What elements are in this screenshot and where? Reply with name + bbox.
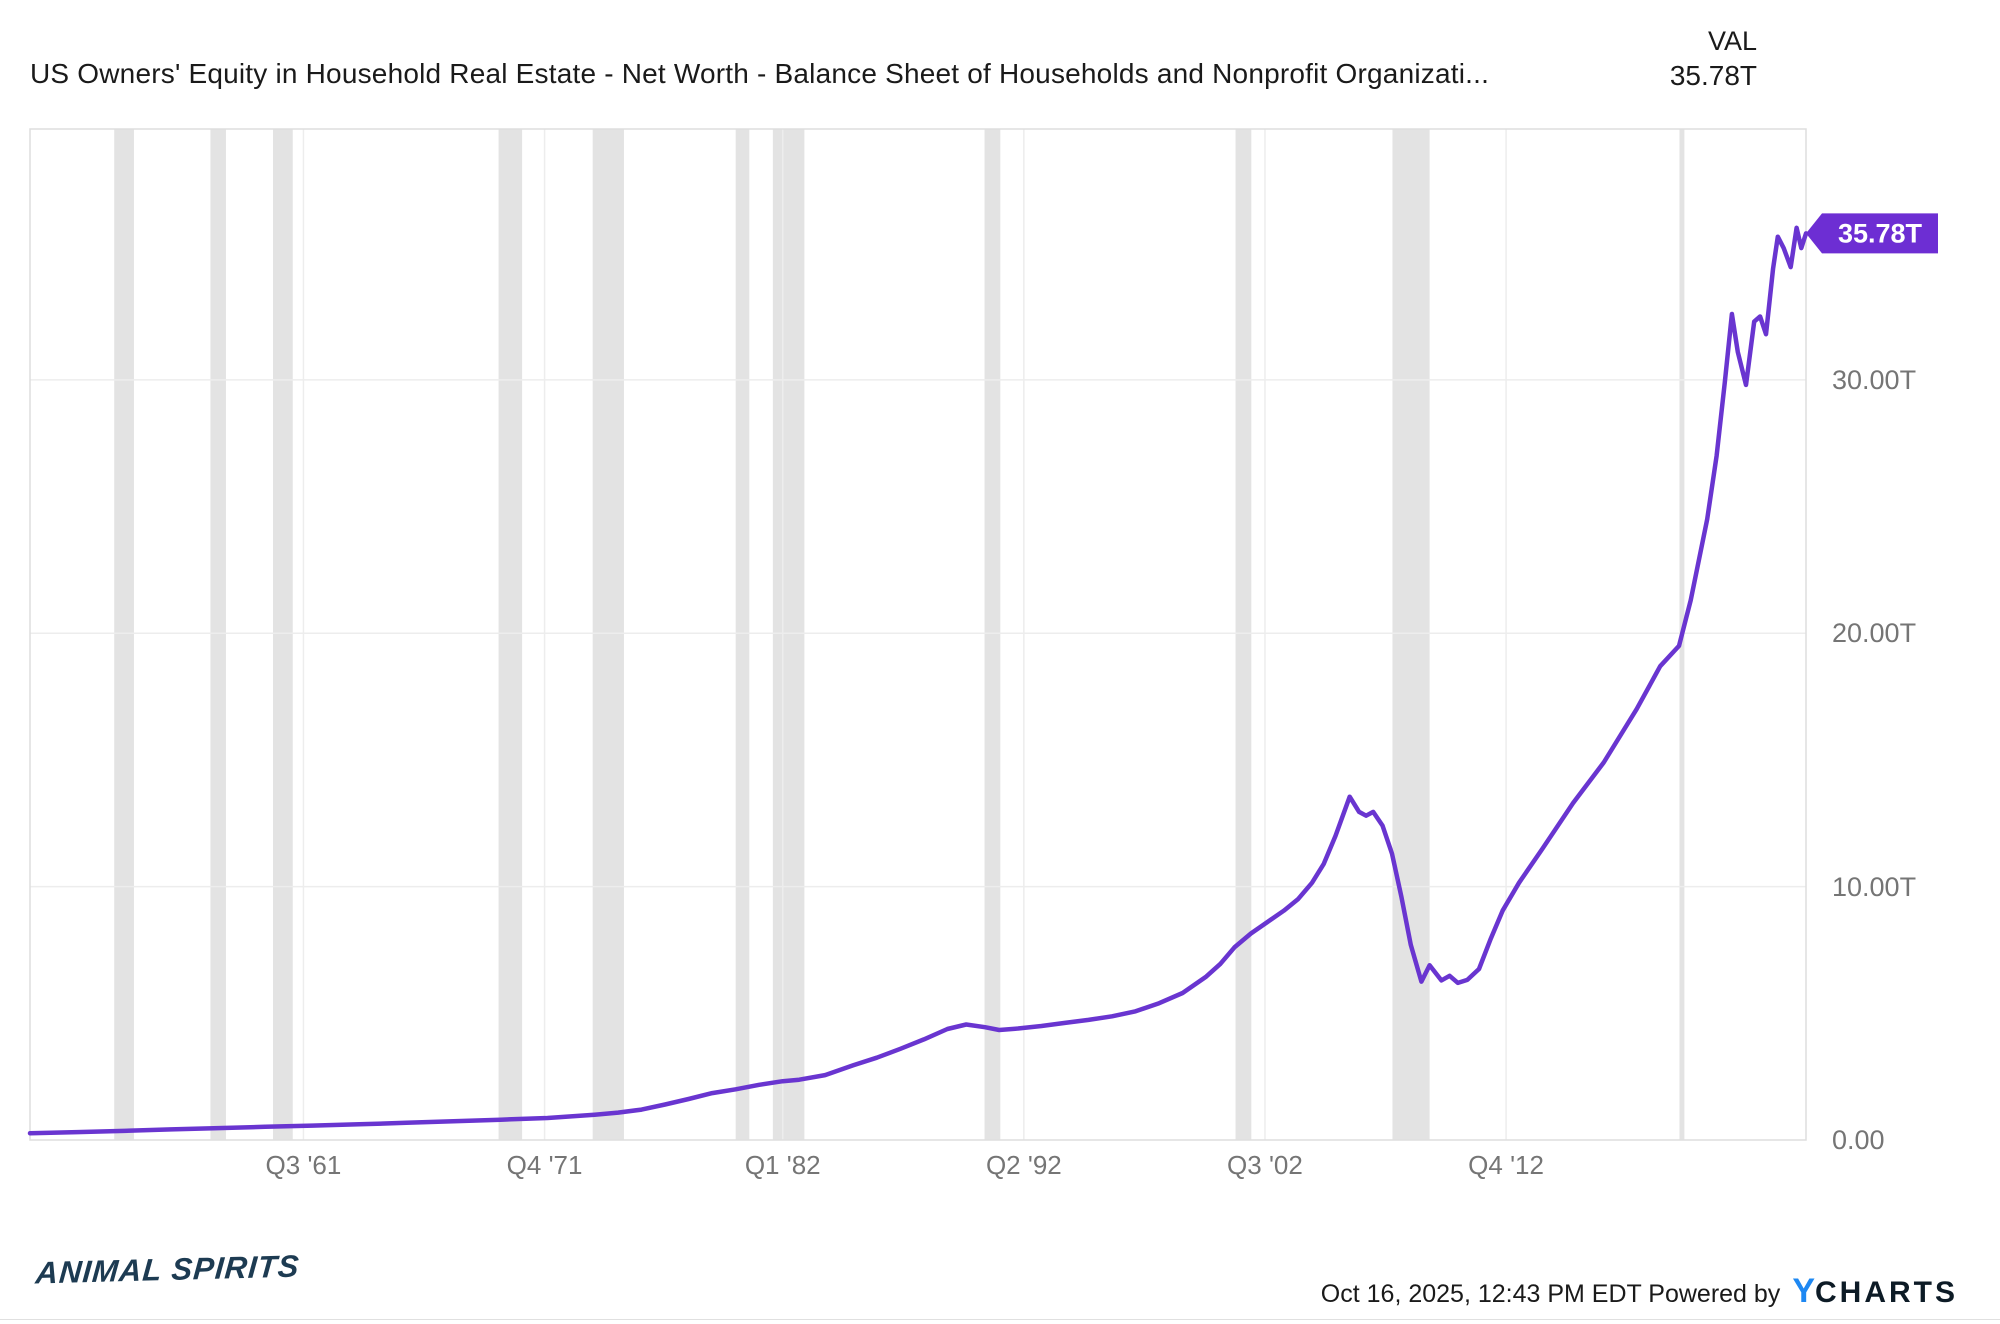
value-badge [1806,213,1938,254]
recession-band [498,129,523,1140]
footer-divider [0,1319,2000,1320]
recession-band [735,129,750,1140]
ycharts-y-icon: Y [1792,1272,1815,1310]
footer-attribution: Oct 16, 2025, 12:43 PM EDT Powered by Y … [1321,1272,1958,1311]
recession-band [1392,129,1430,1140]
val-column-header: VAL [1707,26,1757,56]
recession-band [114,129,134,1140]
x-tick-label: Q4 '71 [506,1150,583,1180]
plot-background [30,129,1806,1140]
animal-spirits-logo: ANIMAL SPIRITS [34,1248,301,1291]
recession-band [1235,129,1252,1140]
x-tick-label: Q4 '12 [1468,1150,1544,1180]
x-tick-label: Q1 '82 [744,1150,821,1180]
plot-border [29,128,1807,1141]
ycharts-wordmark: CHARTS [1815,1276,1958,1309]
recession-band [772,129,805,1140]
series-line [27,225,1809,1136]
ycharts-logo: Y CHARTS [1792,1272,1958,1311]
x-tick-label: Q2 '92 [985,1150,1062,1180]
x-tick-label: Q3 '02 [1227,1150,1303,1180]
x-tick-label: Q3 '61 [265,1150,342,1180]
recession-band [272,129,293,1140]
y-tick-label: 20.00T [1832,618,1917,649]
timestamp: Oct 16, 2025, 12:43 PM EDT Powered by [1320,1280,1781,1308]
latest-value: 35.78T [1669,60,1757,91]
value-badge-label: 35.78T [1838,218,1923,248]
chart-title: US Owners' Equity in Household Real Esta… [30,58,1490,89]
recession-band [210,129,226,1140]
y-tick-label: 10.00T [1832,871,1917,902]
y-tick-label: 0.00 [1832,1125,1885,1155]
recession-band [984,129,1001,1140]
recession-band [592,129,624,1140]
y-tick-label: 30.00T [1832,364,1917,395]
